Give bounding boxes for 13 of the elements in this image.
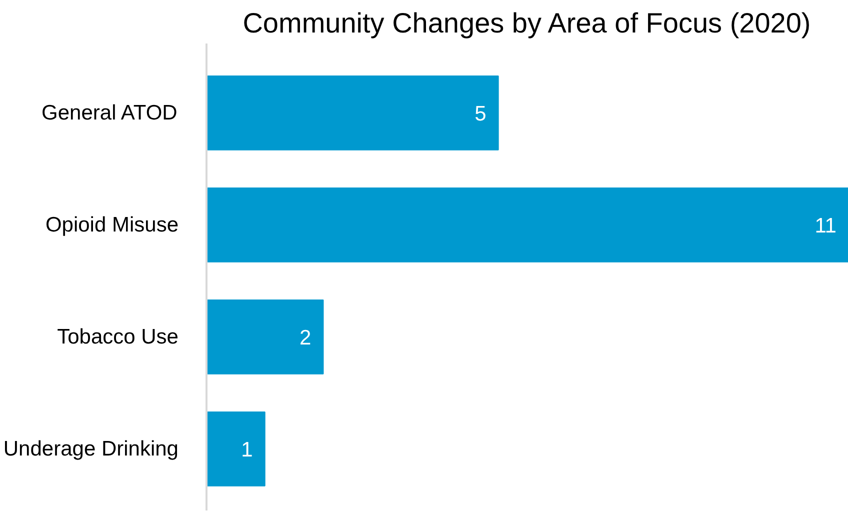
data-label: 1: [241, 438, 253, 462]
y-tick-label: General ATOD: [42, 101, 178, 124]
y-tick-label: Opioid Misuse: [45, 213, 179, 236]
y-tick-label: Tobacco Use: [57, 325, 179, 348]
data-label: 11: [814, 214, 837, 238]
bar: [206, 411, 266, 486]
y-tick-label: Underage Drinking: [3, 437, 179, 460]
data-label: 2: [300, 326, 312, 350]
bar: [206, 187, 848, 262]
data-label: 5: [474, 102, 486, 126]
chart-title: Community Changes by Area of Focus (2020): [242, 8, 811, 38]
bar: [206, 75, 499, 150]
bar: [206, 299, 324, 374]
